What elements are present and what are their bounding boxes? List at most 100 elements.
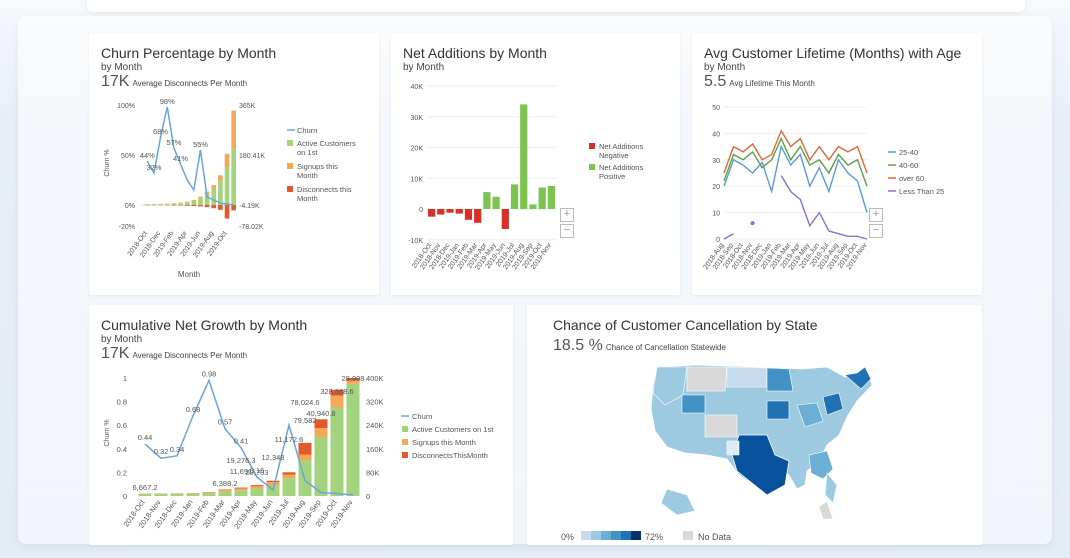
growth-value-label: 11,691 <box>230 467 252 476</box>
churn-bar-active <box>151 204 157 205</box>
growth-bar-signups <box>218 490 232 492</box>
growth-x-ticks: 2018-Oct2018-Nov2018-Dec2019-Jan2019-Feb… <box>122 497 355 530</box>
us-map[interactable]: 0% 72% No Data <box>527 305 982 545</box>
growth-y2-tick: 160K <box>366 445 384 454</box>
growth-bar-disconnects <box>218 489 232 491</box>
growth-bar-signups <box>202 492 216 494</box>
growth-bar-disconnects <box>266 480 280 483</box>
churn-bar-signups <box>178 202 183 204</box>
growth-kpi-value: 17K <box>101 345 130 362</box>
lifetime-kpi-label: Avg Lifetime This Month <box>729 79 815 88</box>
growth-y-ticks: 1 0.8 0.6 0.4 0.2 0 <box>117 374 127 501</box>
net-additions-bar <box>529 204 537 209</box>
growth-value-label: 12,348 <box>262 453 285 462</box>
growth-y2-ticks: 400K 320K 240K 160K 80K 0 <box>366 374 384 501</box>
net-additions-y-tick: 20K <box>411 146 424 153</box>
growth-kpi: 17K Average Disconnects Per Month <box>101 345 247 363</box>
lifetime-y-tick: 30 <box>712 158 720 165</box>
map-legend: 0% 72% No Data <box>561 531 731 542</box>
growth-y2-tick: 240K <box>366 421 384 430</box>
lifetime-y-tick: 20 <box>712 184 720 191</box>
churn-data-label: 44% <box>140 151 155 160</box>
net-additions-legend[interactable]: Net Additions Negative Net Additions Posit… <box>589 142 643 181</box>
churn-data-label: 98% <box>160 97 175 106</box>
net-additions-y-ticks: 40K 30K 20K 10K 0 -10K <box>408 84 556 245</box>
churn-y2-tick: 365K <box>239 103 256 110</box>
churn-bar-active <box>231 148 236 205</box>
churn-legend[interactable]: Churn Active Customers on 1st Signups thi… <box>287 126 356 203</box>
growth-churn-label: 0.68 <box>186 405 201 414</box>
churn-bar-signups <box>171 203 177 204</box>
churn-bar-signups <box>224 153 230 168</box>
growth-y2-tick: 0 <box>366 492 370 501</box>
churn-bar-disconnects <box>184 205 190 206</box>
growth-bar-active <box>186 493 200 496</box>
churn-bar-disconnects <box>178 205 183 206</box>
churn-data-label: 41% <box>173 154 188 163</box>
churn-bar-active <box>218 180 223 205</box>
lifetime-legend[interactable]: 25-40 40-60 over 60 Less Than 25 <box>888 148 944 196</box>
churn-y2-tick: -78.02K <box>239 224 264 231</box>
zoom-out-button[interactable]: − <box>560 224 574 238</box>
growth-bar-disconnects <box>314 419 328 429</box>
growth-y-tick: 0 <box>123 492 127 501</box>
growth-y2-tick: 320K <box>366 398 384 407</box>
churn-xlabel: Month <box>178 270 200 279</box>
growth-y-tick: 1 <box>123 374 127 383</box>
growth-value-label: 6,388.2 <box>212 479 237 488</box>
lifetime-point <box>750 221 755 226</box>
net-additions-bar <box>437 209 445 215</box>
lifetime-line <box>723 129 868 174</box>
churn-bar-active <box>171 203 177 205</box>
svg-text:DisconnectsThisMonth: DisconnectsThisMonth <box>412 451 488 460</box>
lifetime-kpi: 5.5 Avg Lifetime This Month <box>704 73 815 91</box>
growth-value-label: 328,368.6 <box>320 387 353 396</box>
growth-bars <box>138 378 360 496</box>
net-additions-bar <box>547 185 555 209</box>
churn-y2-tick: 180.41K <box>239 153 265 160</box>
svg-text:Signups this Month: Signups this Month <box>412 438 476 447</box>
net-additions-y-tick: 10K <box>411 176 424 183</box>
growth-bar-signups <box>234 488 248 491</box>
lifetime-chart[interactable]: 50 40 30 20 10 0 2018-Aug2018-Sep2018-Oct2018… <box>692 33 982 295</box>
net-additions-bar <box>428 209 436 217</box>
net-additions-card: Net Additions by Month by Month 40K 30K 20… <box>391 33 680 295</box>
growth-bar-signups <box>330 395 344 408</box>
growth-bar-active <box>202 493 216 496</box>
lifetime-zoom-out-button[interactable]: − <box>869 224 883 238</box>
churn-title: Churn Percentage by Month <box>101 45 277 61</box>
growth-value-label: 11,172.6 <box>275 435 304 444</box>
churn-y-tick: 0% <box>125 203 135 210</box>
churn-subtitle: by Month <box>101 62 143 73</box>
lifetime-zoom-in-button[interactable]: + <box>869 208 883 222</box>
churn-bar-signups <box>231 110 236 149</box>
growth-churn-label: 0.98 <box>202 369 217 378</box>
svg-text:Less Than 25: Less Than 25 <box>899 187 944 196</box>
net-additions-bar <box>538 187 546 209</box>
net-additions-bars <box>428 104 555 229</box>
churn-bar-disconnects <box>198 205 203 207</box>
lifetime-title: Avg Customer Lifetime (Months) with Age <box>704 45 962 61</box>
growth-chart[interactable]: 1 0.8 0.6 0.4 0.2 0 400K 320K 240K 160K 80K 0 0.44… <box>89 305 513 545</box>
growth-value-label: 79,582 <box>294 416 317 425</box>
churn-bar-disconnects <box>231 205 236 211</box>
net-additions-chart[interactable]: 40K 30K 20K 10K 0 -10K 2018-Oct2018-Nov2018-D… <box>391 33 680 295</box>
growth-bar-active <box>330 407 344 496</box>
svg-text:No Data: No Data <box>698 532 731 542</box>
map-card: Chance of Customer Cancellation by State… <box>527 305 982 545</box>
net-additions-y-tick: 30K <box>411 115 424 122</box>
growth-legend[interactable]: Churn Active Customers on 1st Signups th… <box>401 412 494 460</box>
growth-bar-active <box>170 493 184 496</box>
churn-chart[interactable]: 100% 50% 0% -20% 365K 180.41K -4.19K -78.02K 4… <box>89 33 379 295</box>
growth-value-label: 20,703 <box>246 468 269 477</box>
churn-legend-active-1: Active Customers <box>297 139 356 148</box>
growth-bar-disconnects <box>282 472 296 475</box>
growth-bar-disconnects <box>250 485 264 487</box>
zoom-in-button[interactable]: + <box>560 208 574 222</box>
growth-subtitle: by Month <box>101 334 143 345</box>
growth-bar-signups <box>250 486 264 489</box>
churn-bar-disconnects <box>211 205 217 209</box>
churn-data-label: 32% <box>146 163 161 172</box>
